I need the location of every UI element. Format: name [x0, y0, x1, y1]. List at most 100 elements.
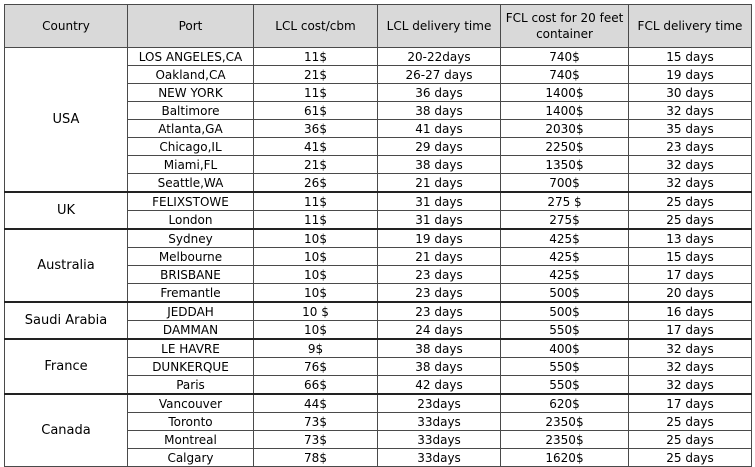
port-cell: Toronto: [127, 412, 254, 431]
lcl-delivery-time-cell: 33days: [377, 430, 501, 449]
lcl-cost-cell: 10$: [253, 265, 378, 284]
country-cell: Saudi Arabia: [4, 301, 128, 340]
fcl-cost-cell: 1350$: [500, 155, 629, 174]
header-port: Port: [127, 4, 254, 48]
port-cell: Miami,FL: [127, 155, 254, 174]
lcl-cost-cell: 10 $: [253, 301, 378, 321]
lcl-cost-cell: 44$: [253, 393, 378, 413]
lcl-delivery-time-cell: 31 days: [377, 210, 501, 230]
fcl-cost-cell: 2350$: [500, 430, 629, 449]
port-cell: LOS ANGELES,CA: [127, 47, 254, 66]
lcl-delivery-time-cell: 36 days: [377, 83, 501, 102]
lcl-cost-cell: 73$: [253, 412, 378, 431]
table-row: Miami,FL 21$ 38 days 1350$ 32 days: [5, 155, 752, 174]
lcl-cost-cell: 73$: [253, 430, 378, 449]
fcl-cost-cell: 425$: [500, 265, 629, 284]
table-row: Baltimore 61$ 38 days 1400$ 32 days: [5, 101, 752, 120]
shipping-rates-table: Country Port LCL cost/cbm LCL delivery t…: [4, 4, 752, 467]
port-cell: Melbourne: [127, 247, 254, 266]
header-fcl-cost: FCL cost for 20 feet container: [500, 4, 629, 48]
lcl-cost-cell: 10$: [253, 283, 378, 303]
fcl-cost-cell: 275$: [500, 210, 629, 230]
port-cell: LE HAVRE: [127, 338, 254, 358]
table-row: Atlanta,GA 36$ 41 days 2030$ 35 days: [5, 119, 752, 138]
fcl-delivery-time-cell: 19 days: [628, 65, 752, 84]
lcl-delivery-time-cell: 38 days: [377, 101, 501, 120]
fcl-delivery-time-cell: 23 days: [628, 137, 752, 156]
lcl-cost-cell: 10$: [253, 228, 378, 248]
lcl-cost-cell: 76$: [253, 357, 378, 376]
fcl-cost-cell: 425$: [500, 228, 629, 248]
fcl-delivery-time-cell: 32 days: [628, 357, 752, 376]
fcl-delivery-time-cell: 25 days: [628, 448, 752, 467]
port-cell: Sydney: [127, 228, 254, 248]
fcl-delivery-time-cell: 17 days: [628, 393, 752, 413]
lcl-delivery-time-cell: 21 days: [377, 173, 501, 193]
fcl-cost-cell: 740$: [500, 65, 629, 84]
fcl-delivery-time-cell: 35 days: [628, 119, 752, 138]
table-row: Fremantle 10$ 23 days 500$ 20 days: [5, 283, 752, 303]
fcl-delivery-time-cell: 25 days: [628, 430, 752, 449]
fcl-delivery-time-cell: 17 days: [628, 320, 752, 340]
port-cell: Oakland,CA: [127, 65, 254, 84]
header-lcl-delivery-time: LCL delivery time: [377, 4, 501, 48]
header-lcl-cost: LCL cost/cbm: [253, 4, 378, 48]
lcl-delivery-time-cell: 23 days: [377, 283, 501, 303]
lcl-cost-cell: 66$: [253, 375, 378, 395]
port-cell: DUNKERQUE: [127, 357, 254, 376]
lcl-cost-cell: 41$: [253, 137, 378, 156]
fcl-cost-cell: 740$: [500, 47, 629, 66]
lcl-cost-cell: 26$: [253, 173, 378, 193]
fcl-delivery-time-cell: 32 days: [628, 338, 752, 358]
fcl-delivery-time-cell: 25 days: [628, 412, 752, 431]
port-cell: Atlanta,GA: [127, 119, 254, 138]
table-row: USA LOS ANGELES,CA 11$ 20-22days 740$ 15 days: [4, 47, 752, 193]
lcl-delivery-time-cell: 21 days: [377, 247, 501, 266]
fcl-delivery-time-cell: 32 days: [628, 375, 752, 395]
port-cell: JEDDAH: [127, 301, 254, 321]
lcl-delivery-time-cell: 33days: [377, 412, 501, 431]
port-cell: NEW YORK: [127, 83, 254, 102]
fcl-delivery-time-cell: 32 days: [628, 155, 752, 174]
fcl-delivery-time-cell: 25 days: [628, 210, 752, 230]
fcl-cost-cell: 2350$: [500, 412, 629, 431]
port-cell: DAMMAN: [127, 320, 254, 340]
country-cell: Canada: [4, 393, 128, 467]
table-row: France LE HAVRE 9$ 38 days 400$ 32 days: [4, 338, 752, 395]
lcl-cost-cell: 61$: [253, 101, 378, 120]
fcl-delivery-time-cell: 15 days: [628, 247, 752, 266]
fcl-delivery-time-cell: 30 days: [628, 83, 752, 102]
fcl-cost-cell: 500$: [500, 301, 629, 321]
port-cell: London: [127, 210, 254, 230]
lcl-delivery-time-cell: 24 days: [377, 320, 501, 340]
fcl-cost-cell: 425$: [500, 247, 629, 266]
header-row: Country Port LCL cost/cbm LCL delivery t…: [4, 4, 752, 48]
lcl-cost-cell: 21$: [253, 65, 378, 84]
fcl-cost-cell: 550$: [500, 375, 629, 395]
table-row: London 11$ 31 days 275$ 25 days: [5, 210, 752, 230]
lcl-delivery-time-cell: 33days: [377, 448, 501, 467]
fcl-delivery-time-cell: 20 days: [628, 283, 752, 303]
table-row: Australia Sydney 10$ 19 days 425$ 13 days: [4, 228, 752, 303]
table-row: Oakland,CA 21$ 26-27 days 740$ 19 days: [5, 65, 752, 84]
country-cell: UK: [4, 191, 128, 230]
fcl-cost-cell: 2250$: [500, 137, 629, 156]
port-cell: Chicago,IL: [127, 137, 254, 156]
table-row: UK FELIXSTOWE 11$ 31 days 275 $25 days: [4, 191, 752, 230]
port-cell: Baltimore: [127, 101, 254, 120]
port-cell: Calgary: [127, 448, 254, 467]
fcl-delivery-time-cell: 13 days: [628, 228, 752, 248]
lcl-delivery-time-cell: 38 days: [377, 338, 501, 358]
lcl-delivery-time-cell: 23days: [377, 393, 501, 413]
lcl-cost-cell: 10$: [253, 320, 378, 340]
port-cell: Montreal: [127, 430, 254, 449]
lcl-delivery-time-cell: 19 days: [377, 228, 501, 248]
lcl-delivery-time-cell: 20-22days: [377, 47, 501, 66]
lcl-cost-cell: 21$: [253, 155, 378, 174]
table-header: Country Port LCL cost/cbm LCL delivery t…: [4, 4, 752, 48]
fcl-cost-cell: 275 $: [500, 191, 629, 211]
table-row: Saudi Arabia JEDDAH 10 $23 days 500$ 16 days: [4, 301, 752, 340]
fcl-cost-cell: 1400$: [500, 101, 629, 120]
fcl-cost-cell: 400$: [500, 338, 629, 358]
lcl-cost-cell: 11$: [253, 47, 378, 66]
